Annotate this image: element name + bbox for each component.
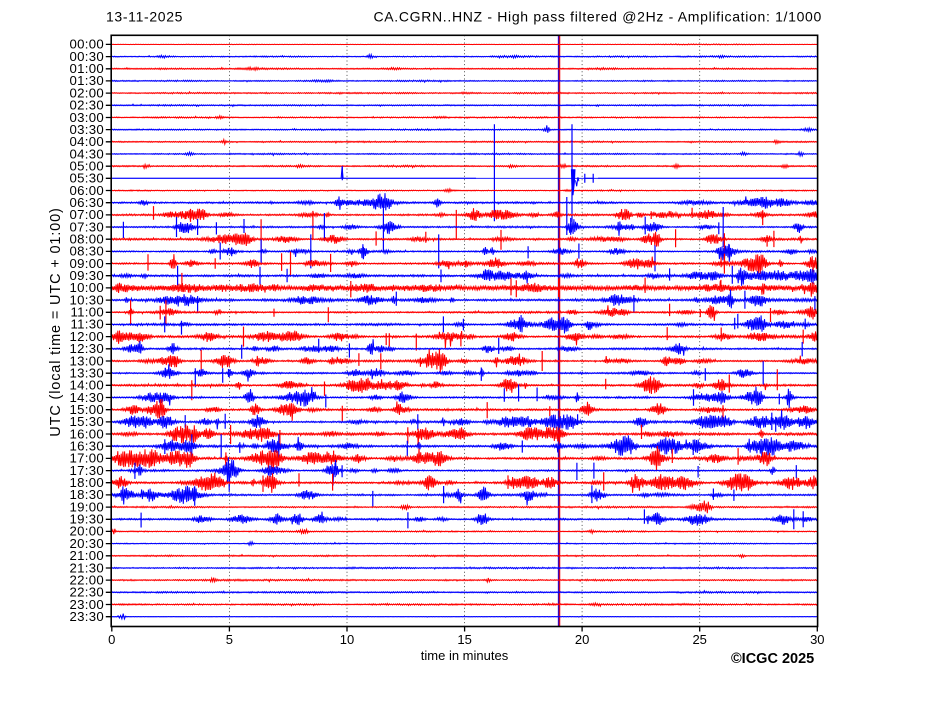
svg-text:00:00: 00:00 xyxy=(69,37,104,52)
svg-text:23:00: 23:00 xyxy=(69,597,104,612)
svg-text:12:30: 12:30 xyxy=(69,341,104,356)
svg-text:03:00: 03:00 xyxy=(69,110,104,125)
svg-text:23:30: 23:30 xyxy=(69,609,104,624)
svg-text:08:30: 08:30 xyxy=(69,244,104,259)
svg-text:16:30: 16:30 xyxy=(69,439,104,454)
svg-text:22:00: 22:00 xyxy=(69,572,104,587)
svg-text:04:00: 04:00 xyxy=(69,134,104,149)
svg-text:©ICGC 2025: ©ICGC 2025 xyxy=(731,651,814,667)
svg-text:19:30: 19:30 xyxy=(69,512,104,527)
svg-text:time in minutes: time in minutes xyxy=(421,648,509,663)
svg-text:00:30: 00:30 xyxy=(69,49,104,64)
svg-text:09:30: 09:30 xyxy=(69,268,104,283)
svg-text:0: 0 xyxy=(108,632,115,647)
svg-text:UTC (local time = UTC + 01:00): UTC (local time = UTC + 01:00) xyxy=(48,207,64,436)
svg-text:04:30: 04:30 xyxy=(69,146,104,161)
svg-text:11:00: 11:00 xyxy=(70,305,104,320)
svg-text:CA.CGRN..HNZ - High pass filte: CA.CGRN..HNZ - High pass filtered @2Hz -… xyxy=(373,9,822,25)
svg-text:05:30: 05:30 xyxy=(69,171,104,186)
svg-text:08:00: 08:00 xyxy=(69,232,104,247)
svg-text:09:00: 09:00 xyxy=(69,256,104,271)
svg-text:03:30: 03:30 xyxy=(69,122,104,137)
svg-text:18:30: 18:30 xyxy=(69,487,104,502)
svg-text:17:30: 17:30 xyxy=(69,463,104,478)
svg-text:10:30: 10:30 xyxy=(69,292,104,307)
svg-text:25: 25 xyxy=(692,632,706,647)
svg-text:21:30: 21:30 xyxy=(69,560,104,575)
svg-text:01:00: 01:00 xyxy=(69,61,104,76)
svg-text:06:30: 06:30 xyxy=(69,195,104,210)
svg-text:14:30: 14:30 xyxy=(69,390,104,405)
svg-text:15:00: 15:00 xyxy=(69,402,104,417)
svg-text:07:30: 07:30 xyxy=(69,219,104,234)
svg-text:13:30: 13:30 xyxy=(69,366,104,381)
svg-text:12:00: 12:00 xyxy=(69,329,104,344)
svg-text:14:00: 14:00 xyxy=(69,378,104,393)
svg-text:19:00: 19:00 xyxy=(69,499,104,514)
svg-text:22:30: 22:30 xyxy=(69,585,104,600)
svg-text:07:00: 07:00 xyxy=(69,207,104,222)
svg-text:5: 5 xyxy=(226,632,233,647)
svg-text:30: 30 xyxy=(810,632,824,647)
svg-text:05:00: 05:00 xyxy=(69,159,104,174)
svg-text:10: 10 xyxy=(340,632,354,647)
svg-text:02:30: 02:30 xyxy=(69,98,104,113)
svg-text:13-11-2025: 13-11-2025 xyxy=(106,9,183,25)
svg-text:16:00: 16:00 xyxy=(69,426,104,441)
svg-text:20: 20 xyxy=(575,632,589,647)
svg-text:20:30: 20:30 xyxy=(69,536,104,551)
svg-text:15:30: 15:30 xyxy=(69,414,104,429)
svg-text:18:00: 18:00 xyxy=(69,475,104,490)
svg-text:02:00: 02:00 xyxy=(69,85,104,100)
svg-text:01:30: 01:30 xyxy=(69,73,104,88)
svg-text:21:00: 21:00 xyxy=(69,548,104,563)
svg-text:13:00: 13:00 xyxy=(69,353,104,368)
svg-text:20:00: 20:00 xyxy=(69,524,104,539)
svg-text:15: 15 xyxy=(457,632,471,647)
svg-text:17:00: 17:00 xyxy=(69,451,104,466)
svg-text:11:30: 11:30 xyxy=(70,317,104,332)
svg-text:06:00: 06:00 xyxy=(69,183,104,198)
svg-text:10:00: 10:00 xyxy=(69,280,104,295)
